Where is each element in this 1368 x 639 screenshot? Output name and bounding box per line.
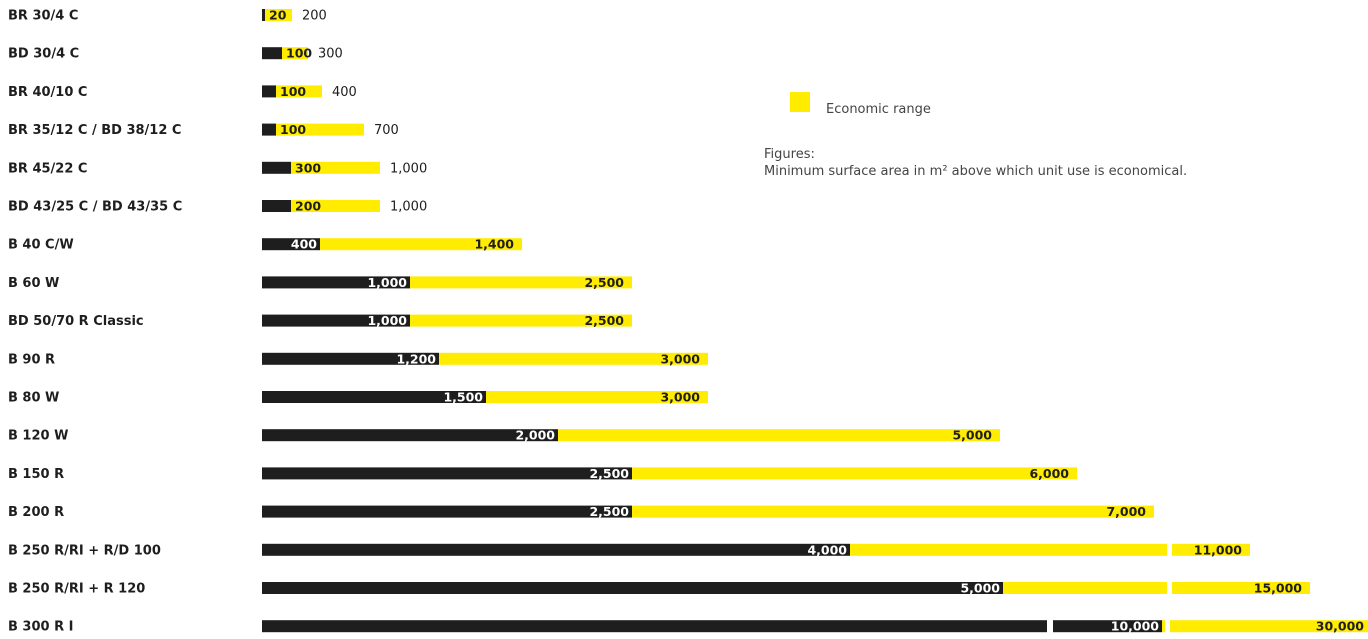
row-label: B 300 R I <box>8 620 73 635</box>
row-label: BD 43/25 C / BD 43/35 C <box>8 200 182 215</box>
start-value-label: 20 <box>269 8 287 23</box>
bar-base-segment <box>262 238 320 251</box>
end-value-label: 1,400 <box>474 237 514 252</box>
bar-base-segment <box>262 123 276 136</box>
end-value-label: 11,000 <box>1194 542 1243 557</box>
bar-base-segment <box>262 620 1162 633</box>
end-value-label: 1,000 <box>390 200 427 215</box>
bar-base-segment <box>262 276 410 289</box>
bar-base-segment <box>262 352 439 365</box>
bar-economic-segment <box>439 352 708 365</box>
bar-economic-segment <box>265 9 292 21</box>
end-value-label: 2,500 <box>584 313 624 328</box>
row-label: B 250 R/RI + R/D 100 <box>8 543 161 558</box>
row-label: BD 50/70 R Classic <box>8 314 144 329</box>
bar-economic-segment <box>1003 582 1310 594</box>
bar-base-segment <box>262 582 1003 594</box>
start-value-label: 300 <box>295 160 321 175</box>
bar-base-segment <box>262 161 291 174</box>
bar-economic-segment <box>291 200 380 212</box>
row-label: BD 30/4 C <box>8 47 79 62</box>
start-value-label: 1,000 <box>367 313 407 328</box>
bar-break-gap <box>1165 619 1170 634</box>
row-label: BR 35/12 C / BD 38/12 C <box>8 123 181 138</box>
bar-base-segment <box>262 9 265 21</box>
legend-label: Economic range <box>826 102 931 117</box>
bar-base-segment <box>262 47 282 60</box>
bar-base-segment <box>262 467 632 480</box>
start-value-label: 2,500 <box>589 504 629 519</box>
start-value-label: 100 <box>280 122 306 137</box>
start-value-label: 1,500 <box>443 390 483 405</box>
bar-base-segment <box>262 505 632 518</box>
start-value-label: 2,000 <box>515 428 555 443</box>
row-label: B 90 R <box>8 352 55 367</box>
row-label: B 40 C/W <box>8 238 74 253</box>
bar-economic-segment <box>850 543 1250 556</box>
row-label: B 250 R/RI + R 120 <box>8 582 145 597</box>
end-value-label: 2,500 <box>584 275 624 290</box>
start-value-label: 4,000 <box>807 542 847 557</box>
row-label: B 80 W <box>8 391 59 406</box>
start-value-label: 100 <box>286 46 312 61</box>
bar-economic-segment <box>282 47 308 60</box>
bar-economic-segment <box>320 238 522 251</box>
legend-swatch-economic <box>790 92 810 112</box>
end-value-label: 3,000 <box>660 351 700 366</box>
end-value-label: 700 <box>374 123 399 138</box>
start-value-label: 10,000 <box>1111 619 1160 634</box>
bar-economic-segment <box>291 161 380 174</box>
figures-heading: Figures: <box>764 147 815 162</box>
bar-economic-segment <box>558 429 1000 442</box>
bar-economic-segment <box>410 314 632 327</box>
bar-base-segment <box>262 391 486 403</box>
start-value-label: 400 <box>291 237 317 252</box>
row-label: B 60 W <box>8 276 59 291</box>
row-label: BR 40/10 C <box>8 85 87 100</box>
end-value-label: 3,000 <box>660 390 700 405</box>
bar-economic-segment <box>410 276 632 289</box>
bar-economic-segment <box>276 123 364 136</box>
bar-break-gap <box>1047 619 1053 634</box>
row-label: BR 45/22 C <box>8 161 87 176</box>
start-value-label: 200 <box>295 199 321 214</box>
end-value-label: 30,000 <box>1316 619 1365 634</box>
end-value-label: 5,000 <box>952 428 992 443</box>
start-value-label: 2,500 <box>589 466 629 481</box>
bar-break-gap <box>1167 542 1172 557</box>
bar-break-gap <box>1167 581 1172 595</box>
bar-economic-segment <box>632 505 1154 518</box>
bar-base-segment <box>262 200 291 212</box>
legend-figures-note: Figures: Minimum surface area in m² abov… <box>764 146 1187 180</box>
bar-base-segment <box>262 314 410 327</box>
start-value-label: 100 <box>280 84 306 99</box>
row-label: B 150 R <box>8 467 64 482</box>
bar-base-segment <box>262 429 558 442</box>
row-label: B 120 W <box>8 429 68 444</box>
row-label: BR 30/4 C <box>8 9 78 24</box>
end-value-label: 6,000 <box>1029 466 1069 481</box>
bar-economic-segment <box>486 391 708 403</box>
bar-economic-segment <box>276 85 322 98</box>
end-value-label: 400 <box>332 85 357 100</box>
bar-base-segment <box>262 543 850 556</box>
end-value-label: 7,000 <box>1106 504 1146 519</box>
end-value-label: 1,000 <box>390 161 427 176</box>
bar-base-segment <box>262 85 276 98</box>
end-value-label: 200 <box>302 9 327 24</box>
end-value-label: 300 <box>318 47 343 62</box>
bar-economic-segment <box>1162 620 1368 633</box>
end-value-label: 15,000 <box>1254 581 1303 596</box>
bar-economic-segment <box>632 467 1077 480</box>
start-value-label: 1,200 <box>396 351 436 366</box>
start-value-label: 1,000 <box>367 275 407 290</box>
figures-text: Minimum surface area in m² above which u… <box>764 164 1188 179</box>
row-label: B 200 R <box>8 505 64 520</box>
start-value-label: 5,000 <box>960 581 1000 596</box>
